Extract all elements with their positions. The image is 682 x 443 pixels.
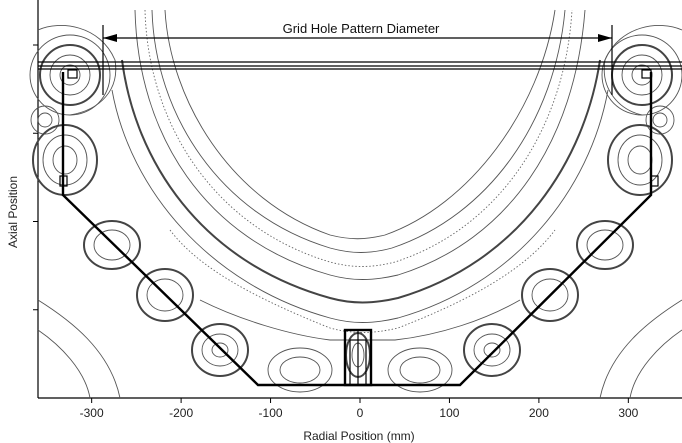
- chamber-outline: [38, 61, 682, 387]
- dimension-label: Grid Hole Pattern Diameter: [283, 21, 440, 36]
- x-tick-label: 100: [439, 406, 459, 420]
- x-tick-label: 300: [618, 406, 638, 420]
- x-tick-label: -100: [259, 406, 283, 420]
- x-axis-title: Radial Position (mm): [303, 429, 414, 443]
- potential-contours: [29, 9, 682, 399]
- x-axis-ticks: -300 -200 -100 0 100 200 300: [80, 398, 639, 420]
- x-tick-label: -200: [169, 406, 193, 420]
- x-tick-label: 0: [357, 406, 364, 420]
- y-axis-title: Axial Position: [6, 176, 20, 248]
- x-tick-label: 200: [529, 406, 549, 420]
- y-axis-ticks: [33, 44, 38, 311]
- grid-diameter-dimension: Grid Hole Pattern Diameter: [102, 21, 613, 95]
- x-tick-label: -300: [80, 406, 104, 420]
- plot-frame: [37, 0, 682, 399]
